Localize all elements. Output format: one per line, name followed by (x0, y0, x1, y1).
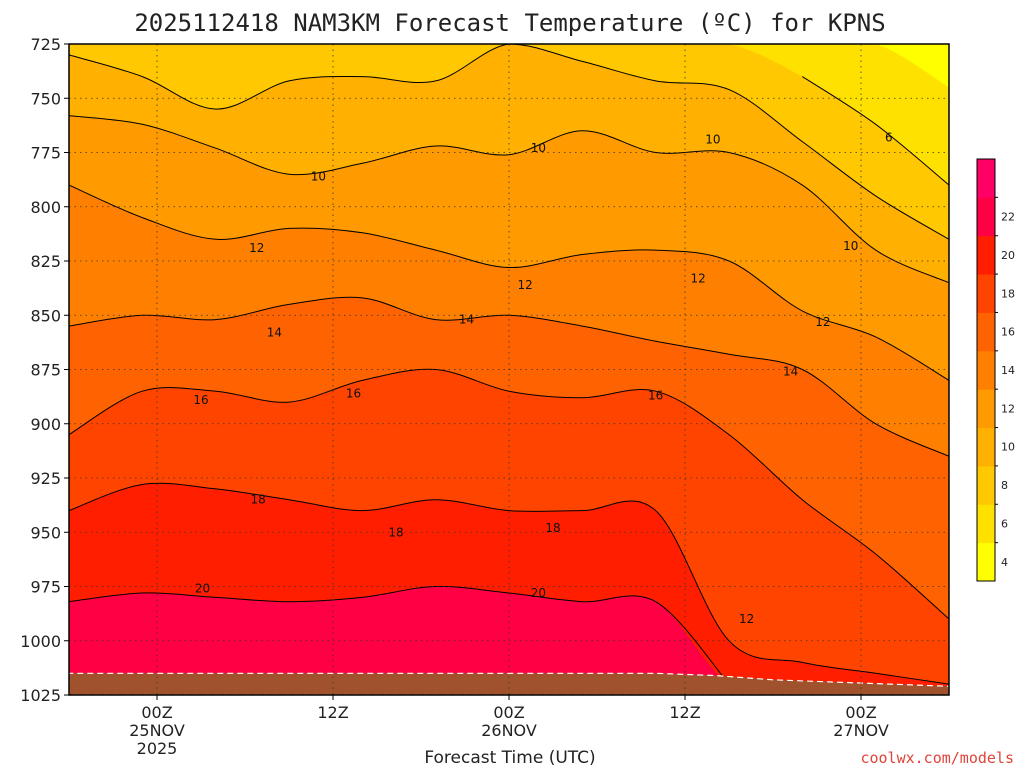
y-tick-label: 775 (30, 144, 61, 163)
colorbar-label: 8 (1001, 479, 1008, 492)
colorbar-swatch (977, 312, 995, 352)
isotherm-18 (68, 482, 950, 685)
y-tick-label: 800 (30, 198, 61, 217)
colorbar-label: 22 (1001, 211, 1015, 224)
x-tick-label: 12Z (317, 703, 348, 722)
isotherm-label: 10 (311, 169, 326, 183)
isotherm-label: 10 (531, 141, 546, 155)
x-tick-label: 00Z (845, 703, 876, 722)
colorbar-label: 12 (1001, 402, 1015, 415)
colorbar: 4 6 8 10 12 14 16 18 20 22 (976, 158, 1015, 582)
isotherm-label: 10 (843, 239, 858, 253)
isotherm-label: 12 (739, 612, 754, 626)
isotherm-label: 18 (545, 521, 560, 535)
pressure-axis: 725 750 775 800 825 850 875 900 925 950 975 1000 102… (20, 35, 69, 705)
colorbar-label: 4 (1001, 556, 1008, 569)
colorbar-swatch (977, 235, 995, 275)
colorbar-swatch (977, 197, 995, 237)
isotherm-20 (68, 585, 730, 685)
chart-title: 2025112418 NAM3KM Forecast Temperature (… (134, 9, 885, 37)
x-tick-label: 27NOV (833, 721, 889, 740)
y-tick-label: 1000 (20, 632, 61, 651)
colorbar-swatch (977, 542, 995, 582)
isotherm-label: 18 (388, 525, 403, 539)
x-tick-label: 26NOV (481, 721, 537, 740)
isotherm-labels: 10 10 10 6 10 12 12 12 12 14 14 14 16 16 16 18 18 18 20 20 1… (193, 130, 892, 626)
y-tick-label: 750 (30, 89, 61, 108)
colorbar-swatch (977, 427, 995, 467)
isotherm-label: 16 (346, 386, 361, 400)
isotherm-label: 12 (249, 241, 264, 255)
isotherm-10 (68, 115, 950, 284)
colorbar-swatch (977, 274, 995, 313)
colorbar-label: 18 (1001, 287, 1015, 300)
isotherm-label: 20 (531, 586, 546, 600)
colorbar-label: 20 (1001, 249, 1015, 262)
colorbar-label: 16 (1001, 326, 1015, 339)
isotherm-label: 18 (251, 493, 266, 507)
x-tick-label: 12Z (669, 703, 700, 722)
isotherm-label: 14 (267, 326, 282, 340)
colorbar-swatch (977, 504, 995, 544)
isotherm-label: 16 (648, 389, 663, 403)
isotherm-label: 12 (815, 315, 830, 329)
isotherm-12 (68, 184, 950, 381)
y-tick-label: 850 (30, 306, 61, 325)
isotherm-16 (68, 368, 950, 620)
colorbar-swatch (977, 159, 995, 198)
y-tick-label: 925 (30, 469, 61, 488)
isotherm-label: 6 (885, 130, 893, 144)
isotherm-label: 20 (195, 582, 210, 596)
y-tick-label: 875 (30, 361, 61, 380)
x-tick-label: 2025 (137, 739, 178, 758)
x-tick-label: 25NOV (129, 721, 185, 740)
y-tick-label: 975 (30, 578, 61, 597)
x-axis-title: Forecast Time (UTC) (424, 748, 595, 768)
colorbar-label: 6 (1001, 517, 1008, 530)
y-tick-label: 825 (30, 252, 61, 271)
isotherm-label: 12 (517, 278, 532, 292)
isotherm-label: 16 (193, 393, 208, 407)
isotherm-label: 14 (459, 313, 474, 327)
grid-lines (69, 44, 949, 695)
y-tick-label: 1025 (20, 686, 61, 705)
y-tick-label: 950 (30, 523, 61, 542)
colorbar-label: 14 (1001, 364, 1015, 377)
x-tick-label: 00Z (493, 703, 524, 722)
x-tick-label: 00Z (141, 703, 172, 722)
isotherm-label: 14 (783, 365, 798, 379)
colorbar-swatch (977, 350, 995, 390)
colorbar-frame (976, 158, 996, 582)
colorbar-swatch (977, 465, 995, 505)
colorbar-swatch (977, 389, 995, 429)
isotherm-label: 10 (705, 132, 720, 146)
isotherm-6 (802, 76, 950, 186)
y-tick-label: 900 (30, 415, 61, 434)
isotherm-label: 12 (691, 271, 706, 285)
y-tick-label: 725 (30, 35, 61, 54)
source-credit: coolwx.com/models (860, 749, 1014, 767)
colorbar-label: 10 (1001, 441, 1015, 454)
